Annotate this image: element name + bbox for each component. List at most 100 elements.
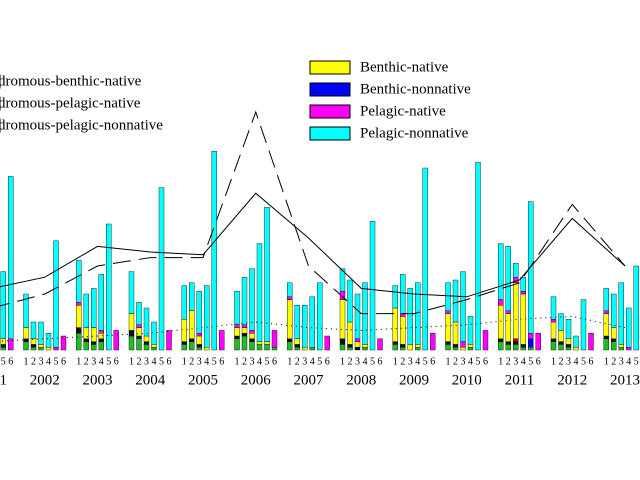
- x-tick-label: 6: [8, 356, 13, 367]
- bar-segment: [422, 167, 428, 351]
- bar-segment: [234, 327, 240, 337]
- bar-segment: [520, 347, 526, 351]
- bar-segment: [196, 335, 202, 345]
- legend-swatch: [309, 126, 351, 141]
- x-tick-label: 1: [24, 356, 29, 367]
- bar-segment: [83, 341, 89, 351]
- x-tick-label: 2: [348, 356, 353, 367]
- x-tick-label: 2: [400, 356, 405, 367]
- bar-segment: [98, 341, 104, 351]
- x-tick-label: 2: [242, 356, 247, 367]
- bar-segment: [603, 310, 609, 314]
- bar-segment: [204, 347, 210, 351]
- bar-segment: [196, 347, 202, 351]
- bar-segment: [98, 330, 104, 334]
- x-tick-label: 1: [604, 356, 609, 367]
- legend-label: dromous-pelagic-nonnative: [0, 117, 163, 133]
- bar-segment: [498, 243, 504, 300]
- bar-segment: [362, 347, 368, 351]
- legend-label: Pelagic-nonnative: [360, 125, 469, 141]
- bar-segment: [23, 327, 29, 340]
- bar-segment: [603, 335, 609, 339]
- x-group-label: 2013: [610, 372, 640, 388]
- bar-segment: [158, 187, 165, 351]
- x-tick-label: 4: [521, 356, 526, 367]
- bar-segment: [76, 333, 82, 351]
- bar-segment: [354, 293, 361, 339]
- bar-segment: [204, 285, 210, 348]
- bar-segment: [83, 338, 89, 342]
- bar-segment: [467, 347, 474, 351]
- x-tick-label: 5: [212, 356, 217, 367]
- legend-label: Benthic-nonnative: [360, 81, 471, 97]
- bar-segment: [181, 341, 187, 345]
- bar-segment: [611, 341, 617, 351]
- x-tick-label: 5: [581, 356, 586, 367]
- bar-segment: [256, 341, 263, 345]
- x-tick-label: 6: [61, 356, 66, 367]
- bar-segment: [618, 347, 624, 351]
- bar-segment: [565, 319, 572, 340]
- bar-segment: [136, 338, 142, 351]
- trend-line: [0, 110, 626, 315]
- bar-segment: [106, 223, 112, 351]
- x-tick-label: 6: [430, 356, 435, 367]
- bar-segment: [505, 310, 511, 314]
- x-tick-label: 3: [39, 356, 44, 367]
- bar-segment: [151, 347, 157, 351]
- bar-segment: [467, 316, 474, 345]
- bar-segment: [309, 347, 315, 351]
- bar-segment: [415, 282, 421, 345]
- bar-segment: [558, 344, 564, 351]
- x-tick-label: 5: [423, 356, 428, 367]
- x-tick-label: 5: [370, 356, 375, 367]
- bar-segment: [256, 243, 263, 342]
- bar-segment: [392, 307, 398, 342]
- bar-segment: [45, 333, 52, 348]
- bar-segment: [136, 327, 142, 337]
- bar-segment: [249, 268, 255, 331]
- x-tick-label: 5: [634, 356, 639, 367]
- x-group-label: 2006: [241, 372, 272, 388]
- x-group-label: 2010: [452, 372, 482, 388]
- bar-segment: [445, 310, 451, 314]
- x-group-label: 2003: [83, 372, 113, 388]
- x-group-label: 2007: [294, 372, 325, 388]
- x-tick-label: 6: [167, 356, 172, 367]
- bar-segment: [264, 341, 270, 345]
- bar-segment: [550, 341, 557, 351]
- bar-segment: [181, 285, 187, 320]
- bar-segment: [513, 338, 519, 342]
- legend-label: dromous-benthic-native: [0, 73, 142, 89]
- bar-segment: [565, 344, 572, 348]
- bar-segment: [528, 333, 534, 340]
- x-tick-label: 3: [250, 356, 255, 367]
- bar-segment: [498, 305, 504, 340]
- bar-segment: [445, 313, 451, 342]
- bar-segment: [407, 344, 413, 351]
- x-tick-label: 1: [498, 356, 503, 367]
- bar-segment: [573, 335, 579, 348]
- bar-segment: [287, 341, 293, 351]
- bar-segment: [241, 277, 248, 326]
- bar-segment: [400, 347, 406, 351]
- x-tick-label: 5: [1, 356, 6, 367]
- bar-segment: [611, 327, 617, 340]
- bar-segment: [633, 265, 639, 351]
- x-tick-label: 5: [476, 356, 481, 367]
- bar-segment: [528, 338, 534, 348]
- legend-label: dromous-pelagic-native: [0, 95, 141, 111]
- x-tick-label: 2: [453, 356, 458, 367]
- bar-segment: [339, 344, 346, 351]
- bar-segment: [287, 296, 293, 300]
- bar-segment: [347, 321, 353, 345]
- bar-segment: [550, 319, 557, 323]
- bar-segment: [392, 285, 398, 309]
- bar-segment: [415, 344, 421, 348]
- bar-segment: [136, 302, 142, 325]
- bar-segment: [362, 344, 368, 348]
- x-group-label: 2005: [188, 372, 218, 388]
- bar-segment: [256, 344, 263, 351]
- bar-segment: [309, 296, 315, 348]
